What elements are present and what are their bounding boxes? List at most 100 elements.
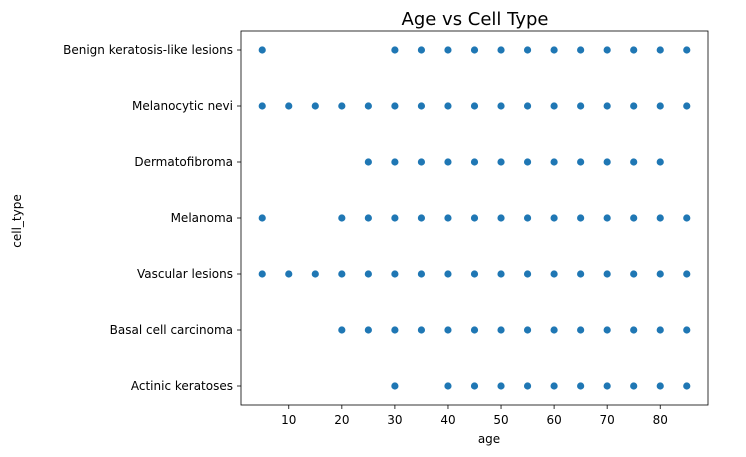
data-point — [390, 269, 400, 279]
data-point — [523, 45, 532, 55]
data-point — [390, 101, 400, 111]
data-point — [257, 213, 267, 223]
data-point — [576, 325, 586, 335]
data-point — [655, 213, 665, 223]
x-tick-label: 40 — [440, 413, 455, 427]
data-point — [549, 45, 559, 55]
data-point — [443, 325, 453, 335]
data-point — [602, 381, 612, 391]
data-point — [337, 101, 347, 111]
data-point — [443, 101, 453, 111]
data-point — [682, 213, 692, 223]
data-point — [576, 381, 586, 391]
data-point — [417, 157, 426, 167]
data-point — [470, 213, 479, 223]
data-point — [470, 269, 479, 279]
data-point — [284, 269, 294, 279]
data-point — [682, 45, 692, 55]
x-tick-label: 70 — [600, 413, 615, 427]
data-point — [284, 101, 294, 111]
data-point — [655, 269, 665, 279]
y-tick-label: Basal cell carcinoma — [110, 323, 233, 337]
x-tick-label: 80 — [653, 413, 668, 427]
data-point — [496, 213, 506, 223]
data-point — [602, 269, 612, 279]
data-point — [655, 381, 665, 391]
data-point — [576, 213, 586, 223]
points-layer — [257, 45, 692, 391]
data-point — [443, 45, 453, 55]
data-point — [496, 269, 506, 279]
data-point — [443, 157, 453, 167]
data-point — [549, 157, 559, 167]
data-point — [470, 325, 479, 335]
data-point — [523, 101, 532, 111]
data-point — [257, 101, 267, 111]
data-point — [602, 325, 612, 335]
data-point — [470, 101, 479, 111]
x-tick-label: 60 — [546, 413, 561, 427]
data-point — [549, 381, 559, 391]
data-point — [523, 325, 532, 335]
data-point — [337, 325, 347, 335]
data-point — [470, 157, 479, 167]
y-tick-label: Vascular lesions — [137, 267, 233, 281]
y-tick-label: Dermatofibroma — [134, 155, 233, 169]
data-point — [629, 269, 639, 279]
data-point — [257, 45, 267, 55]
data-point — [417, 269, 426, 279]
data-point — [602, 157, 612, 167]
data-point — [496, 381, 506, 391]
data-point — [310, 269, 320, 279]
data-point — [496, 45, 506, 55]
data-point — [496, 101, 506, 111]
y-tick-label: Melanocytic nevi — [132, 99, 233, 113]
data-point — [549, 101, 559, 111]
y-tick-label: Actinic keratoses — [131, 379, 233, 393]
data-point — [363, 325, 373, 335]
data-point — [443, 213, 453, 223]
data-point — [602, 213, 612, 223]
data-point — [602, 101, 612, 111]
data-point — [602, 45, 612, 55]
data-point — [523, 381, 532, 391]
data-point — [655, 45, 665, 55]
data-point — [390, 157, 400, 167]
data-point — [549, 213, 559, 223]
data-point — [549, 325, 559, 335]
data-point — [443, 381, 453, 391]
data-point — [576, 101, 586, 111]
data-point — [682, 101, 692, 111]
data-point — [576, 45, 586, 55]
data-point — [417, 101, 426, 111]
x-tick-label: 10 — [281, 413, 296, 427]
data-point — [417, 325, 426, 335]
data-point — [363, 213, 373, 223]
data-point — [310, 101, 320, 111]
data-point — [523, 157, 532, 167]
data-point — [655, 157, 665, 167]
data-point — [363, 101, 373, 111]
data-point — [417, 213, 426, 223]
data-point — [363, 157, 373, 167]
data-point — [576, 269, 586, 279]
data-point — [682, 381, 692, 391]
chart-title: Age vs Cell Type — [402, 9, 549, 30]
data-point — [682, 325, 692, 335]
data-point — [523, 213, 532, 223]
x-tick-label: 30 — [387, 413, 402, 427]
data-point — [655, 101, 665, 111]
data-point — [496, 157, 506, 167]
data-point — [390, 213, 400, 223]
data-point — [629, 45, 639, 55]
data-point — [629, 325, 639, 335]
data-point — [629, 213, 639, 223]
x-axis-ticks: 10 20 30 40 50 60 70 80 — [281, 405, 668, 427]
data-point — [337, 213, 347, 223]
data-point — [655, 325, 665, 335]
data-point — [443, 269, 453, 279]
x-axis-label: age — [478, 432, 500, 446]
data-point — [390, 325, 400, 335]
data-point — [390, 381, 400, 391]
data-point — [390, 45, 400, 55]
